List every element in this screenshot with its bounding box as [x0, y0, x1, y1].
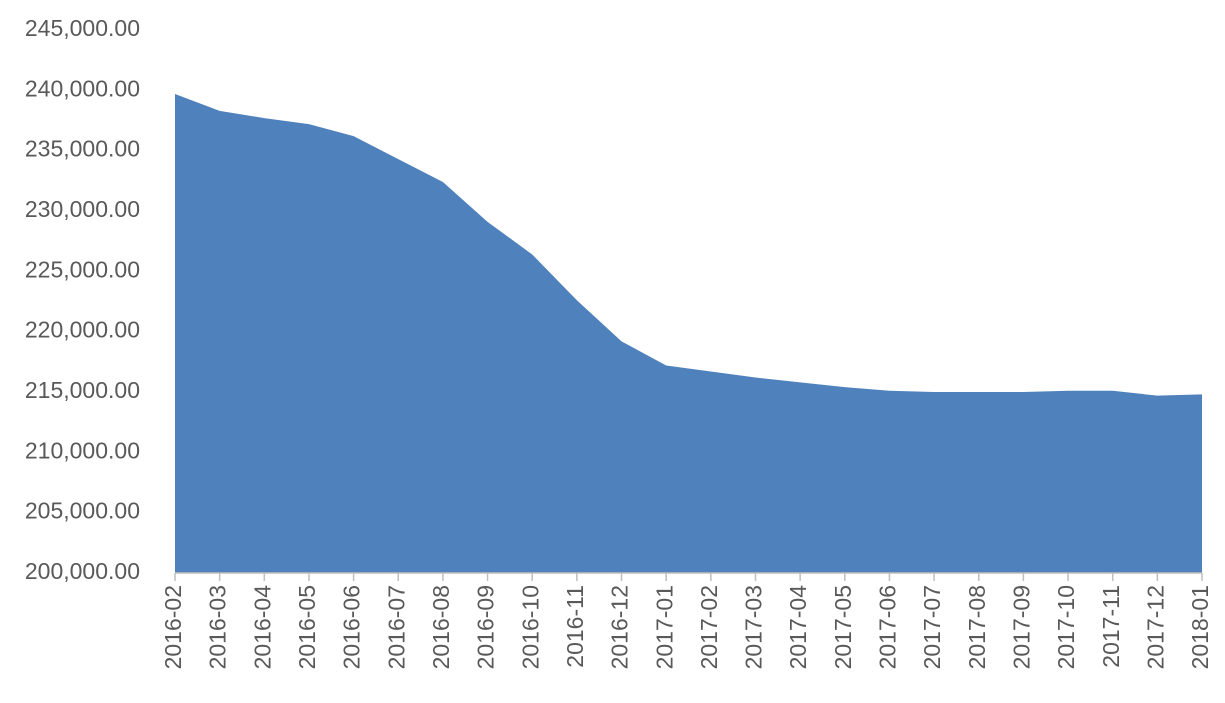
x-tick-label: 2016-05 [294, 585, 320, 669]
x-tick-label: 2017-05 [830, 585, 856, 669]
y-tick-label: 245,000.00 [25, 15, 140, 41]
x-tick-label: 2016-04 [249, 585, 275, 670]
x-tick-label: 2016-08 [428, 585, 454, 669]
x-tick-label: 2016-07 [383, 585, 409, 669]
y-tick-label: 240,000.00 [25, 75, 140, 101]
x-tick-label: 2016-11 [562, 585, 588, 668]
x-tick-label: 2017-11 [1098, 585, 1124, 668]
y-tick-label: 200,000.00 [25, 558, 140, 584]
x-tick-label: 2016-09 [473, 585, 499, 669]
y-tick-label: 205,000.00 [25, 498, 140, 524]
y-tick-label: 225,000.00 [25, 256, 140, 282]
x-tick-label: 2017-09 [1008, 585, 1034, 669]
x-tick-label: 2017-06 [875, 585, 901, 669]
x-tick-label: 2017-01 [651, 585, 677, 669]
y-tick-label: 220,000.00 [25, 317, 140, 343]
x-tick-label: 2018-01 [1187, 585, 1213, 669]
x-tick-label: 2017-03 [741, 585, 767, 669]
x-tick-label: 2017-04 [785, 585, 811, 670]
x-tick-label: 2016-06 [339, 585, 365, 669]
x-tick-label: 2016-12 [607, 585, 633, 669]
y-tick-label: 210,000.00 [25, 437, 140, 463]
x-tick-label: 2017-12 [1142, 585, 1168, 669]
x-tick-label: 2017-07 [919, 585, 945, 669]
y-tick-label: 215,000.00 [25, 377, 140, 403]
y-tick-label: 230,000.00 [25, 196, 140, 222]
x-tick-label: 2016-02 [160, 585, 186, 669]
area [175, 93, 1202, 573]
x-tick-label: 2017-08 [964, 585, 990, 669]
x-tick-label: 2016-03 [205, 585, 231, 669]
x-tick-label: 2016-10 [517, 585, 543, 669]
x-tick-label: 2017-10 [1053, 585, 1079, 669]
x-tick-label: 2017-02 [696, 585, 722, 669]
y-tick-label: 235,000.00 [25, 136, 140, 162]
